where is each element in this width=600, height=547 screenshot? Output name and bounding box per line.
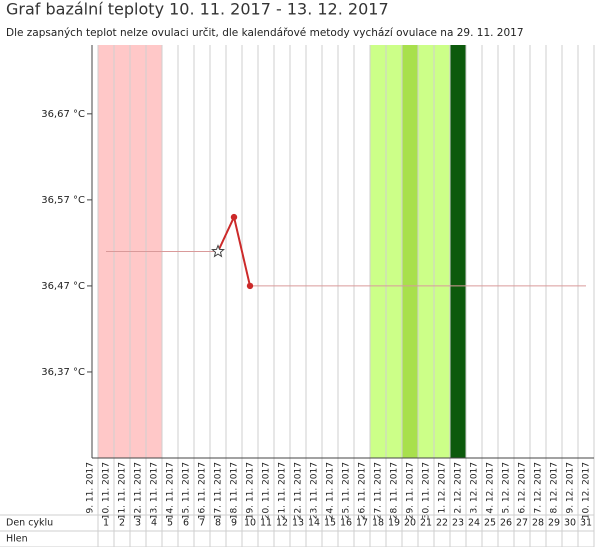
- cycle-day: 3: [135, 518, 141, 529]
- table-row-label: Hlen: [6, 534, 28, 545]
- cycle-day: 20: [404, 518, 416, 529]
- x-tick-label: 27. 11. 2017: [374, 462, 384, 519]
- x-tick-label: 6. 12. 2017: [518, 462, 528, 514]
- x-tick-label: 9. 11. 2017: [86, 462, 96, 514]
- x-tick-label: 1. 12. 2017: [438, 462, 448, 514]
- cycle-day: 17: [356, 518, 368, 529]
- temperature-point: [230, 213, 238, 221]
- cycle-day: 1: [103, 518, 109, 529]
- cycle-day: 6: [183, 518, 189, 529]
- x-tick-label: 19. 11. 2017: [246, 462, 256, 519]
- x-tick-label: 12. 11. 2017: [134, 462, 144, 519]
- cycle-day: 27: [516, 518, 528, 529]
- x-tick-label: 18. 11. 2017: [230, 462, 240, 519]
- chart-subtitle: Dle zapsaných teplot nelze ovulaci určit…: [6, 27, 524, 39]
- cycle-day: 8: [215, 518, 221, 529]
- x-tick-label: 25. 11. 2017: [342, 462, 352, 519]
- x-tick-label: 11. 11. 2017: [118, 462, 128, 519]
- cycle-day: 18: [372, 518, 384, 529]
- cycle-day: 22: [436, 518, 448, 529]
- cycle-day: 13: [292, 518, 304, 529]
- x-tick-label: 16. 11. 2017: [198, 462, 208, 519]
- y-tick-label: 36,57 °C: [41, 195, 85, 206]
- x-tick-label: 9. 12. 2017: [566, 462, 576, 514]
- x-tick-label: 4. 12. 2017: [486, 462, 496, 514]
- cycle-day: 24: [468, 518, 480, 529]
- x-tick-label: 7. 12. 2017: [534, 462, 544, 514]
- x-tick-label: 26. 11. 2017: [358, 462, 368, 519]
- x-tick-label: 13. 11. 2017: [150, 462, 160, 519]
- cycle-day: 31: [580, 518, 592, 529]
- x-tick-label: 24. 11. 2017: [326, 462, 336, 519]
- x-tick-label: 23. 11. 2017: [310, 462, 320, 519]
- cycle-day: 29: [548, 518, 560, 529]
- cycle-day: 15: [324, 518, 336, 529]
- x-tick-label: 17. 11. 2017: [214, 462, 224, 519]
- highlight-band: [402, 45, 418, 458]
- cycle-day: 25: [484, 518, 496, 529]
- x-tick-label: 14. 11. 2017: [166, 462, 176, 519]
- cycle-day: 23: [452, 518, 464, 529]
- cycle-day: 19: [388, 518, 400, 529]
- temperature-star: [211, 244, 225, 258]
- x-tick-label: 15. 11. 2017: [182, 462, 192, 519]
- cycle-day: 14: [308, 518, 320, 529]
- cycle-day: 16: [340, 518, 352, 529]
- x-tick-label: 3. 12. 2017: [470, 462, 480, 514]
- x-tick-label: 30. 11. 2017: [422, 462, 432, 519]
- temperature-line: [217, 214, 251, 287]
- x-tick-label: 22. 11. 2017: [294, 462, 304, 519]
- temperature-point: [246, 282, 254, 290]
- x-tick-label: 10. 11. 2017: [102, 462, 112, 519]
- x-tick-label: 2. 12. 2017: [454, 462, 464, 514]
- cycle-day: 21: [420, 518, 432, 529]
- cycle-day: 30: [564, 518, 576, 529]
- cycle-day: 11: [260, 518, 272, 529]
- cycle-day: 10: [244, 518, 256, 529]
- y-tick-label: 36,47 °C: [41, 281, 85, 292]
- cycle-day: 9: [231, 518, 237, 529]
- x-tick-label: 20. 11. 2017: [262, 462, 272, 519]
- y-tick-label: 36,37 °C: [41, 367, 85, 378]
- y-tick-label: 36,67 °C: [41, 109, 85, 120]
- cycle-day: 28: [532, 518, 544, 529]
- x-tick-label: 10. 12. 2017: [582, 462, 592, 519]
- chart-title: Graf bazální teploty 10. 11. 2017 - 13. …: [6, 0, 389, 19]
- x-tick-label: 5. 12. 2017: [502, 462, 512, 514]
- cycle-day: 7: [199, 518, 205, 529]
- table-row-label: Den cyklu: [6, 518, 53, 529]
- temperature-line: [106, 251, 586, 287]
- x-tick-label: 21. 11. 2017: [278, 462, 288, 519]
- highlight-band: [450, 45, 466, 458]
- cycle-day: 26: [500, 518, 512, 529]
- cycle-day: 2: [119, 518, 125, 529]
- x-tick-label: 29. 11. 2017: [406, 462, 416, 519]
- cycle-day: 4: [151, 518, 157, 529]
- cycle-day: 12: [276, 518, 288, 529]
- cycle-day: 5: [167, 518, 173, 529]
- x-tick-label: 8. 12. 2017: [550, 462, 560, 514]
- x-tick-label: 28. 11. 2017: [390, 462, 400, 519]
